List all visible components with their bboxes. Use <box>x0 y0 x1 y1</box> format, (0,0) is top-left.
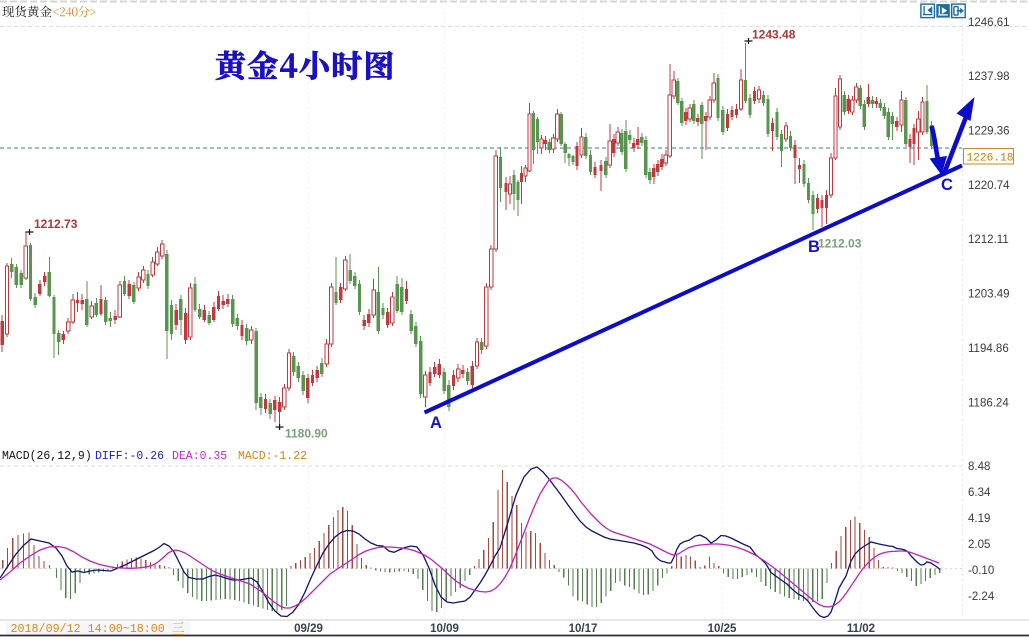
svg-text:MACD(26,12,9): MACD(26,12,9) <box>2 450 92 463</box>
svg-text:1212.03: 1212.03 <box>818 237 862 251</box>
svg-text:2018/09/12 14:00~18:00: 2018/09/12 14:00~18:00 <box>11 622 165 636</box>
svg-text:B: B <box>808 238 820 256</box>
svg-text:DIFF:-0.26: DIFF:-0.26 <box>95 450 164 463</box>
svg-text:-2.24: -2.24 <box>968 591 995 603</box>
svg-text:1180.90: 1180.90 <box>285 427 328 441</box>
svg-text:1229.36: 1229.36 <box>968 126 1010 138</box>
svg-text:1246.61: 1246.61 <box>968 17 1010 29</box>
svg-text:1212.11: 1212.11 <box>968 234 1009 246</box>
svg-text:-0.10: -0.10 <box>968 565 994 577</box>
svg-text:1194.86: 1194.86 <box>968 343 1009 355</box>
svg-text:10/09: 10/09 <box>430 623 459 635</box>
svg-text:09/29: 09/29 <box>294 623 323 635</box>
svg-text:2.05: 2.05 <box>968 539 990 551</box>
svg-text:1220.74: 1220.74 <box>968 180 1010 192</box>
svg-text:C: C <box>941 176 953 194</box>
svg-text:6.34: 6.34 <box>968 487 991 499</box>
svg-text:1243.48: 1243.48 <box>752 28 796 42</box>
svg-text:DEA:0.35: DEA:0.35 <box>172 450 227 463</box>
svg-text:MACD:-1.22: MACD:-1.22 <box>238 450 307 463</box>
svg-text:1226.18: 1226.18 <box>967 153 1014 165</box>
svg-text:10/25: 10/25 <box>708 623 737 635</box>
svg-text:4.19: 4.19 <box>968 513 990 525</box>
svg-text:10/17: 10/17 <box>569 623 598 635</box>
svg-text:1203.49: 1203.49 <box>968 289 1010 301</box>
svg-text:11/02: 11/02 <box>847 623 875 635</box>
svg-text:1186.24: 1186.24 <box>968 397 1009 409</box>
svg-text:1212.73: 1212.73 <box>34 217 78 231</box>
svg-text:A: A <box>430 414 442 432</box>
svg-text:8.48: 8.48 <box>968 461 990 473</box>
svg-text:1237.98: 1237.98 <box>968 71 1010 83</box>
